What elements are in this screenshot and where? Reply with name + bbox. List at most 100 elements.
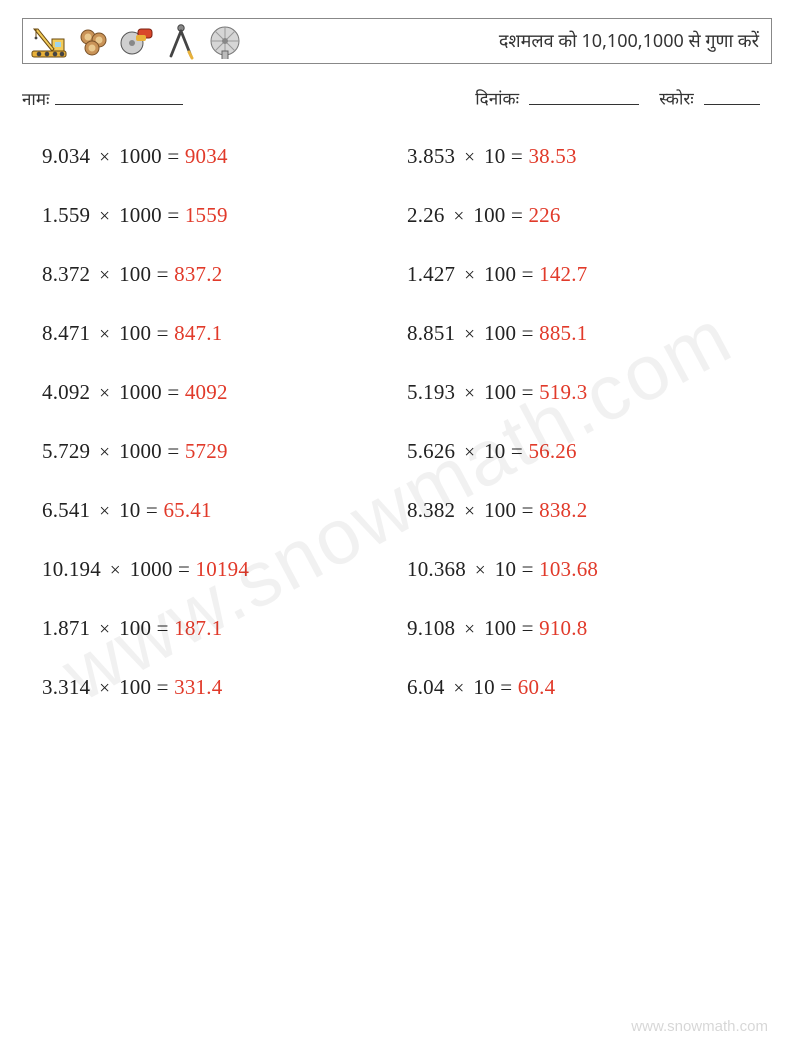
icons-strip [29,21,245,61]
operand-a: 4.092 [42,380,90,404]
multiply-sign: × [90,501,119,522]
operand-b: 100 [119,675,151,699]
equals-sign: = [516,262,539,286]
operand-a: 8.382 [407,498,455,522]
operand-b: 10 [119,498,140,522]
operand-a: 1.559 [42,203,90,227]
problem-row: 8.372 × 100 = 837.2 [42,262,407,287]
equals-sign: = [151,675,174,699]
equals-sign: = [516,380,539,404]
operand-b: 100 [484,616,516,640]
multiply-sign: × [90,678,119,699]
equals-sign: = [151,616,174,640]
name-field: नामः [22,86,183,110]
answer: 103.68 [539,557,598,581]
date-field: दिनांकः [475,86,639,110]
operand-b: 100 [484,380,516,404]
operand-b: 100 [484,498,516,522]
multiply-sign: × [455,501,484,522]
equals-sign: = [162,380,185,404]
operand-b: 10 [473,675,494,699]
operand-b: 100 [119,262,151,286]
equals-sign: = [173,557,196,581]
multiply-sign: × [90,324,119,345]
saw-blade-icon [205,21,245,61]
answer: 4092 [185,380,228,404]
equals-sign: = [162,203,185,227]
multiply-sign: × [90,442,119,463]
equals-sign: = [516,498,539,522]
multiply-sign: × [466,560,495,581]
name-label: नामः [22,87,49,110]
multiply-sign: × [90,147,119,168]
date-label: दिनांकः [475,90,519,109]
operand-b: 1000 [119,203,162,227]
operand-a: 8.851 [407,321,455,345]
answer: 519.3 [539,380,587,404]
problem-row: 6.541 × 10 = 65.41 [42,498,407,523]
equals-sign: = [151,262,174,286]
answer: 847.1 [174,321,222,345]
operand-a: 1.871 [42,616,90,640]
operand-a: 10.194 [42,557,101,581]
operand-b: 10 [484,144,505,168]
operand-a: 5.626 [407,439,455,463]
operand-a: 8.372 [42,262,90,286]
operand-a: 3.853 [407,144,455,168]
problem-row: 9.108 × 100 = 910.8 [407,616,772,641]
operand-b: 100 [119,616,151,640]
operand-a: 2.26 [407,203,445,227]
date-blank[interactable] [529,86,639,105]
answer: 56.26 [528,439,576,463]
operand-a: 5.729 [42,439,90,463]
answer: 226 [528,203,560,227]
answer: 885.1 [539,321,587,345]
equals-sign: = [151,321,174,345]
equals-sign: = [516,616,539,640]
answer: 1559 [185,203,228,227]
operand-a: 9.034 [42,144,90,168]
answer: 910.8 [539,616,587,640]
operand-a: 3.314 [42,675,90,699]
multiply-sign: × [445,678,474,699]
multiply-sign: × [455,147,484,168]
answer: 187.1 [174,616,222,640]
answer: 60.4 [518,675,556,699]
score-blank[interactable] [704,86,760,105]
answer: 65.41 [163,498,211,522]
problem-row: 1.871 × 100 = 187.1 [42,616,407,641]
problem-row: 2.26 × 100 = 226 [407,203,772,228]
problem-row: 5.729 × 1000 = 5729 [42,439,407,464]
problems-grid: 9.034 × 1000 = 90343.853 × 10 = 38.531.5… [22,144,772,700]
operand-b: 10 [495,557,516,581]
equals-sign: = [162,144,185,168]
wood-stack-icon [73,21,113,61]
problem-row: 8.851 × 100 = 885.1 [407,321,772,346]
problem-row: 10.368 × 10 = 103.68 [407,557,772,582]
problem-row: 8.382 × 100 = 838.2 [407,498,772,523]
multiply-sign: × [455,619,484,640]
multiply-sign: × [90,619,119,640]
operand-b: 1000 [130,557,173,581]
operand-b: 100 [119,321,151,345]
answer: 837.2 [174,262,222,286]
operand-b: 100 [473,203,505,227]
worksheet-title: दशमलव को 10,100,1000 से गुणा करें [499,29,759,53]
header-box: दशमलव को 10,100,1000 से गुणा करें [22,18,772,64]
equals-sign: = [505,144,528,168]
operand-a: 8.471 [42,321,90,345]
operand-b: 1000 [119,380,162,404]
operand-a: 9.108 [407,616,455,640]
equals-sign: = [505,439,528,463]
name-blank[interactable] [55,86,183,105]
operand-a: 1.427 [407,262,455,286]
multiply-sign: × [101,560,130,581]
multiply-sign: × [90,383,119,404]
multiply-sign: × [90,206,119,227]
answer: 38.53 [528,144,576,168]
problem-row: 10.194 × 1000 = 10194 [42,557,407,582]
problem-row: 8.471 × 100 = 847.1 [42,321,407,346]
score-field: स्कोरः [659,86,760,110]
equals-sign: = [140,498,163,522]
operand-a: 10.368 [407,557,466,581]
